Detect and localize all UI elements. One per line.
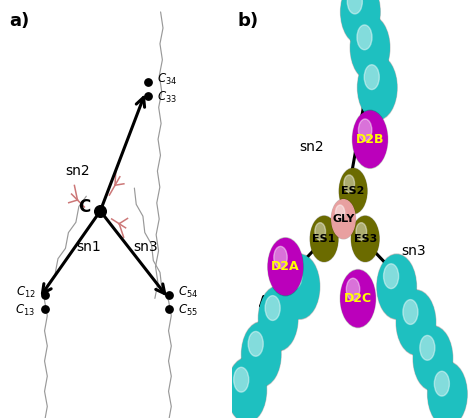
Point: [144, 92, 152, 99]
Circle shape: [310, 217, 337, 261]
Circle shape: [351, 216, 379, 262]
Circle shape: [315, 223, 326, 240]
Text: $C_{55}$: $C_{55}$: [178, 303, 198, 318]
Circle shape: [350, 15, 390, 80]
Circle shape: [428, 362, 466, 418]
Circle shape: [351, 16, 389, 79]
Circle shape: [268, 239, 302, 295]
Circle shape: [258, 286, 298, 351]
Circle shape: [268, 238, 303, 296]
Circle shape: [339, 169, 367, 214]
Circle shape: [241, 322, 281, 387]
Point: [165, 291, 173, 298]
Text: sn3: sn3: [134, 240, 158, 254]
Text: sn1: sn1: [273, 244, 298, 258]
Point: [165, 305, 173, 312]
Circle shape: [281, 255, 319, 318]
Text: sn2: sn2: [300, 140, 324, 154]
Text: $C_{34}$: $C_{34}$: [157, 72, 177, 87]
Circle shape: [228, 359, 266, 418]
Circle shape: [377, 255, 416, 318]
Text: D2C: D2C: [344, 292, 372, 305]
Circle shape: [234, 367, 249, 392]
Text: $C_{54}$: $C_{54}$: [178, 285, 198, 300]
Point: [97, 208, 104, 214]
Circle shape: [242, 323, 281, 386]
Text: D2B: D2B: [356, 133, 384, 146]
Text: b): b): [237, 12, 258, 30]
Circle shape: [397, 291, 435, 354]
Circle shape: [280, 254, 320, 319]
Circle shape: [310, 216, 338, 262]
Circle shape: [414, 326, 452, 390]
Point: [144, 78, 152, 85]
Circle shape: [332, 200, 355, 238]
Text: ES1: ES1: [312, 234, 336, 244]
Text: ES2: ES2: [341, 186, 365, 196]
Circle shape: [428, 362, 467, 418]
Point: [41, 305, 48, 312]
Text: $C_{12}$: $C_{12}$: [16, 285, 36, 300]
Circle shape: [356, 223, 366, 240]
Text: sn2: sn2: [65, 164, 90, 178]
Circle shape: [259, 287, 297, 350]
Circle shape: [336, 205, 345, 220]
Text: D2A: D2A: [271, 260, 300, 273]
Circle shape: [434, 371, 449, 396]
Circle shape: [358, 119, 372, 141]
Circle shape: [340, 0, 380, 45]
Circle shape: [403, 300, 418, 324]
Circle shape: [352, 110, 388, 168]
Circle shape: [396, 290, 436, 355]
Circle shape: [413, 326, 453, 391]
Circle shape: [331, 199, 356, 239]
Circle shape: [227, 357, 266, 418]
Text: sn1: sn1: [76, 240, 101, 254]
Circle shape: [352, 217, 379, 261]
Circle shape: [383, 264, 399, 288]
Text: ES3: ES3: [354, 234, 377, 244]
Circle shape: [364, 65, 379, 89]
Circle shape: [420, 335, 435, 360]
Circle shape: [265, 296, 280, 321]
Circle shape: [357, 55, 397, 120]
Circle shape: [344, 175, 355, 192]
Text: GLY: GLY: [332, 214, 355, 224]
Text: $C_{13}$: $C_{13}$: [16, 303, 36, 318]
Circle shape: [353, 111, 387, 168]
Circle shape: [339, 168, 367, 214]
Circle shape: [248, 331, 263, 356]
Circle shape: [357, 25, 372, 50]
Text: C: C: [78, 198, 91, 216]
Circle shape: [358, 56, 397, 119]
Circle shape: [274, 246, 287, 268]
Point: [41, 291, 48, 298]
Circle shape: [346, 278, 360, 300]
Text: a): a): [9, 12, 29, 30]
Circle shape: [341, 0, 380, 43]
Text: sn3: sn3: [401, 244, 426, 258]
Circle shape: [341, 270, 375, 327]
Circle shape: [340, 270, 375, 328]
Text: $C_{33}$: $C_{33}$: [157, 90, 177, 105]
Circle shape: [287, 264, 302, 288]
Circle shape: [347, 0, 362, 14]
Circle shape: [377, 254, 417, 319]
